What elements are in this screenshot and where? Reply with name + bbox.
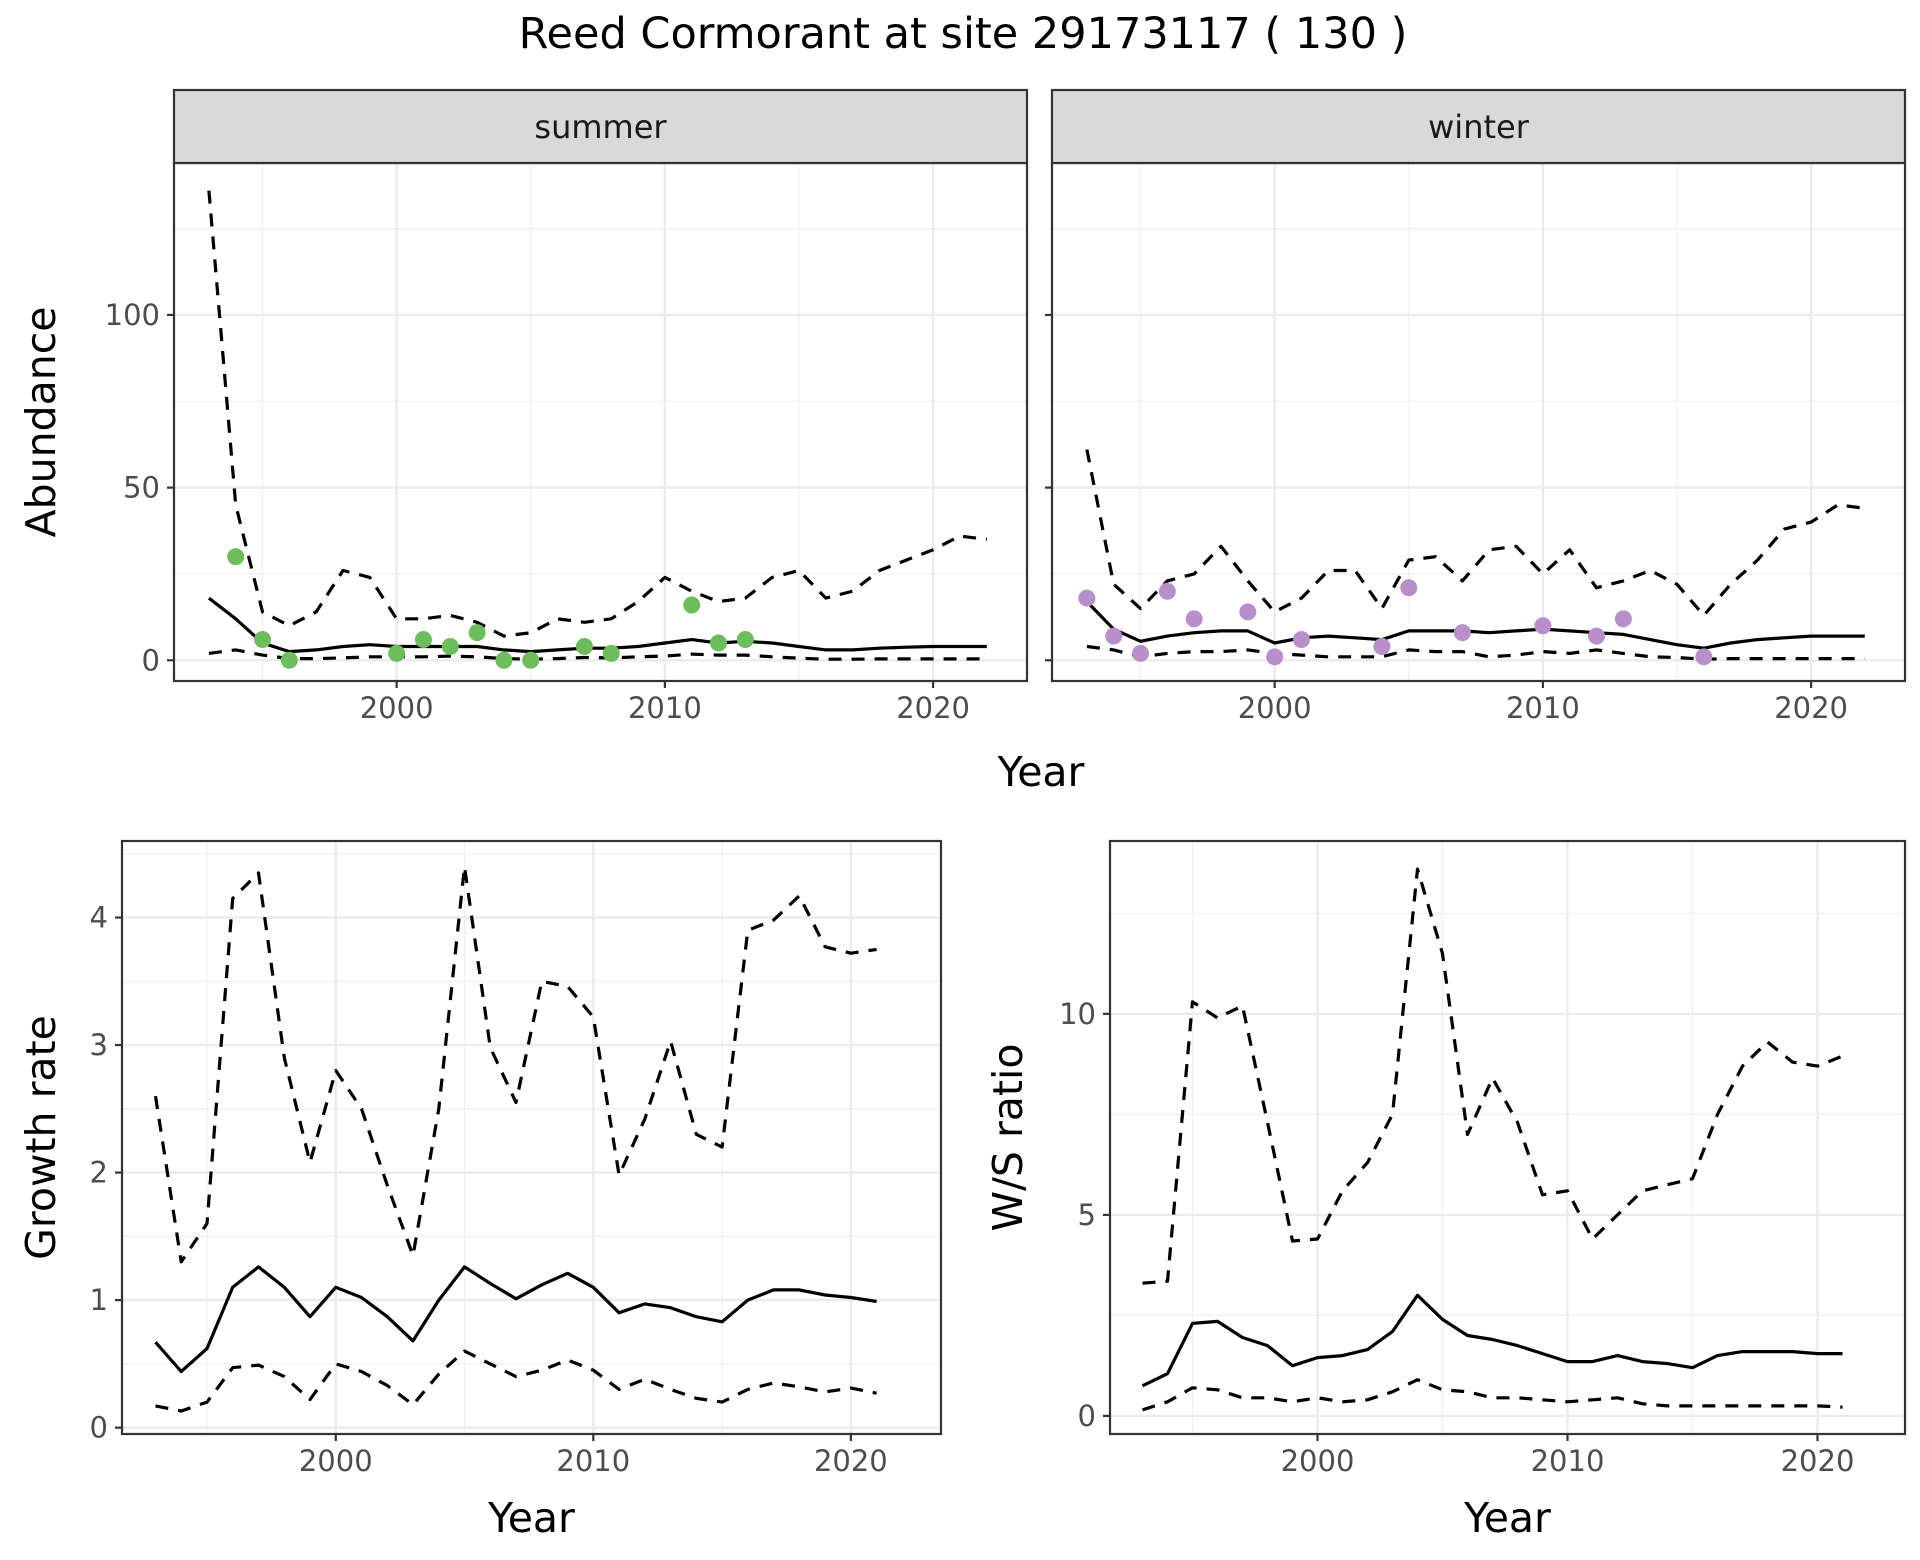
observed-point (414, 631, 432, 649)
facet-strip-label: winter (1428, 108, 1530, 146)
y-tick-label: 10 (1059, 997, 1096, 1031)
series-estimate-line (1085, 600, 1865, 650)
series-estimate-line (1141, 1293, 1843, 1388)
observed-point (1078, 589, 1096, 607)
observed-point (1695, 648, 1713, 666)
x-axis-title: Year (1463, 1494, 1551, 1542)
y-tick-label: 4 (90, 901, 108, 935)
x-tick-label: 2020 (1781, 1444, 1855, 1478)
panel-border (120, 839, 943, 1436)
plot-background (1052, 163, 1905, 681)
observed-point (1453, 624, 1471, 642)
y-tick-label: 3 (90, 1028, 108, 1062)
observed-point (1158, 582, 1176, 600)
x-tick-label: 2010 (628, 691, 702, 725)
observed-point (495, 651, 513, 669)
x-tick-label: 2010 (1531, 1444, 1605, 1478)
plot-background (174, 163, 1027, 681)
winter-panel: 2000 2010 2020 winter (1045, 88, 1907, 725)
series-lower-line (208, 648, 987, 661)
summer-panel: 2000 2010 2020 0 50 100 summer (105, 88, 1029, 725)
observed-point (1239, 603, 1257, 621)
chart-title: Reed Cormorant at site 29173117 ( 130 ) (519, 9, 1408, 59)
x-tick-label: 2000 (299, 1444, 373, 1478)
x-axis-title: Year (487, 1494, 575, 1542)
observed-point (1373, 637, 1391, 655)
x-tick-label: 2020 (896, 691, 970, 725)
series-estimate-line (207, 596, 987, 654)
observed-point (1266, 648, 1284, 666)
observed-point (1132, 644, 1150, 662)
observed-point (575, 637, 593, 655)
y-axis-title: W/S ratio (984, 1044, 1032, 1232)
observed-point (254, 631, 272, 649)
observed-point (1105, 627, 1123, 645)
x-tick-label: 2020 (1774, 691, 1848, 725)
observed-point (227, 548, 245, 566)
facet-strip-label: summer (534, 108, 667, 146)
observed-point (441, 637, 459, 655)
top-y-axis-title: Abundance (17, 307, 65, 538)
observed-point (522, 651, 540, 669)
y-tick-label: 0 (90, 1411, 108, 1445)
observed-point (1588, 627, 1606, 645)
y-tick-label: 50 (123, 471, 160, 505)
x-tick-label: 2000 (1238, 691, 1312, 725)
facet-strip (1050, 88, 1907, 165)
ws-ratio-panel: 2000 2010 2020 0 5 10 Year W/S ratio (984, 839, 1907, 1542)
observed-point (1292, 631, 1310, 649)
observed-point (683, 596, 701, 614)
observed-point (1185, 610, 1203, 628)
y-tick-label: 1 (90, 1283, 108, 1317)
plot-background (122, 841, 941, 1434)
growth-rate-panel: 2000 2010 2020 0 1 2 3 4 Year Growth rate (17, 839, 943, 1542)
series-lower-line (1086, 644, 1865, 661)
x-tick-label: 2010 (556, 1444, 630, 1478)
facet-strip (172, 88, 1029, 165)
series-lower-line (1142, 1378, 1843, 1412)
y-tick-label: 5 (1078, 1198, 1096, 1232)
plot-background (1110, 841, 1905, 1434)
x-tick-label: 2010 (1506, 691, 1580, 725)
series-estimate-line (154, 1265, 877, 1374)
series-upper-line (1142, 867, 1844, 1285)
y-axis-title: Growth rate (17, 1015, 65, 1260)
observed-point (1614, 610, 1632, 628)
observed-point (1400, 579, 1418, 597)
series-upper-line (153, 864, 877, 1264)
series-lower-line (155, 1349, 877, 1413)
x-tick-label: 2020 (814, 1444, 888, 1478)
observed-point (602, 644, 620, 662)
observed-point (710, 634, 728, 652)
y-tick-label: 0 (142, 643, 160, 677)
x-tick-label: 2000 (360, 691, 434, 725)
y-tick-label: 0 (1078, 1399, 1096, 1433)
observed-point (280, 651, 298, 669)
top-x-axis-title: Year (997, 748, 1085, 796)
x-tick-label: 2000 (1281, 1444, 1355, 1478)
y-tick-label: 100 (105, 298, 160, 332)
y-tick-label: 2 (90, 1156, 108, 1190)
observed-point (1534, 617, 1552, 635)
observed-point (388, 644, 406, 662)
panel-border (1108, 839, 1907, 1436)
observed-point (736, 631, 754, 649)
observed-point (468, 624, 486, 642)
